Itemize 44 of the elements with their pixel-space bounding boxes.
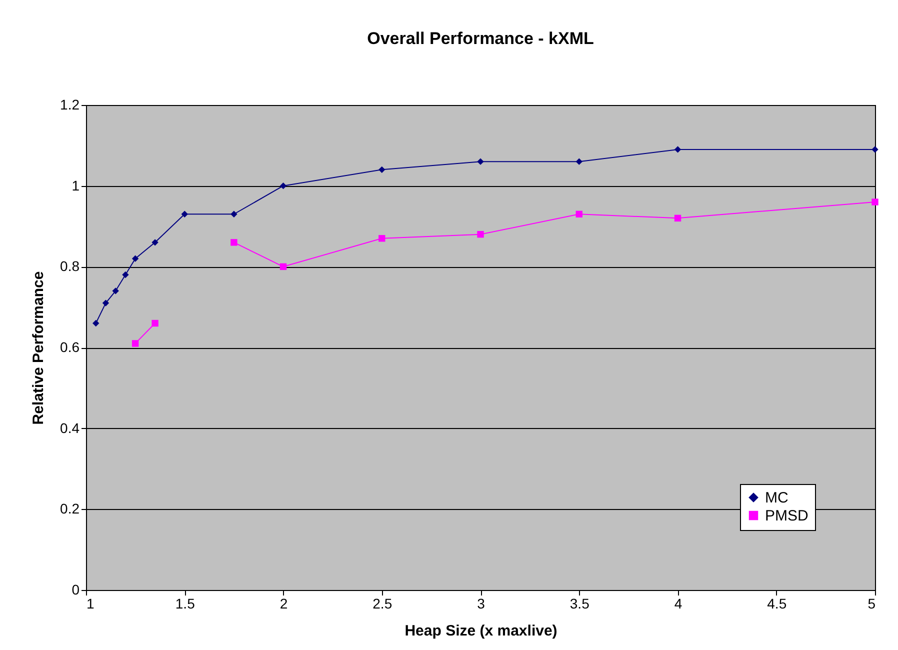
x-tick-label: 4 — [674, 596, 682, 612]
point — [872, 146, 878, 153]
point — [152, 239, 158, 246]
x-tick-label: 2.5 — [372, 596, 392, 612]
point — [378, 166, 386, 174]
point — [674, 146, 682, 153]
point — [280, 182, 287, 190]
point — [152, 320, 158, 327]
x-tick-label: 3 — [477, 596, 486, 612]
point — [674, 214, 682, 222]
y-tick-label: 0.6 — [60, 339, 80, 355]
x-tick-label: 1.5 — [175, 596, 196, 612]
point — [477, 158, 484, 165]
x-tick-label: 5 — [868, 596, 876, 612]
point — [112, 288, 119, 294]
point — [102, 300, 110, 306]
y-tick-label: 1 — [72, 177, 80, 194]
point — [230, 239, 238, 246]
x-tick-label: 1 — [86, 596, 94, 612]
legend-label: PMSD — [765, 508, 809, 524]
legend-label: MC — [765, 490, 788, 506]
point — [92, 320, 100, 327]
x-tick-label: 4.5 — [767, 596, 787, 612]
point — [230, 210, 238, 218]
x-axis-title: Heap Size (x maxlive) — [404, 622, 558, 640]
point — [181, 210, 188, 218]
y-tick-label: 0.2 — [60, 500, 80, 517]
x-tick-label: 3.5 — [570, 596, 590, 612]
y-axis-title: Relative Performance — [30, 271, 48, 425]
point — [576, 158, 582, 165]
chart-title: Overall Performance - kXML — [367, 29, 594, 48]
y-tick-label: 0.4 — [60, 420, 80, 436]
y-tick-label: 1.2 — [60, 96, 80, 112]
point — [576, 210, 582, 218]
point — [122, 271, 129, 278]
point — [378, 235, 386, 242]
point — [872, 198, 878, 206]
x-tick-label: 2 — [280, 596, 288, 612]
point — [477, 230, 484, 238]
point — [280, 263, 287, 270]
y-tick-label: 0.8 — [60, 258, 80, 274]
point — [132, 255, 139, 262]
y-tick-label: 0 — [72, 582, 80, 598]
point — [132, 340, 139, 347]
